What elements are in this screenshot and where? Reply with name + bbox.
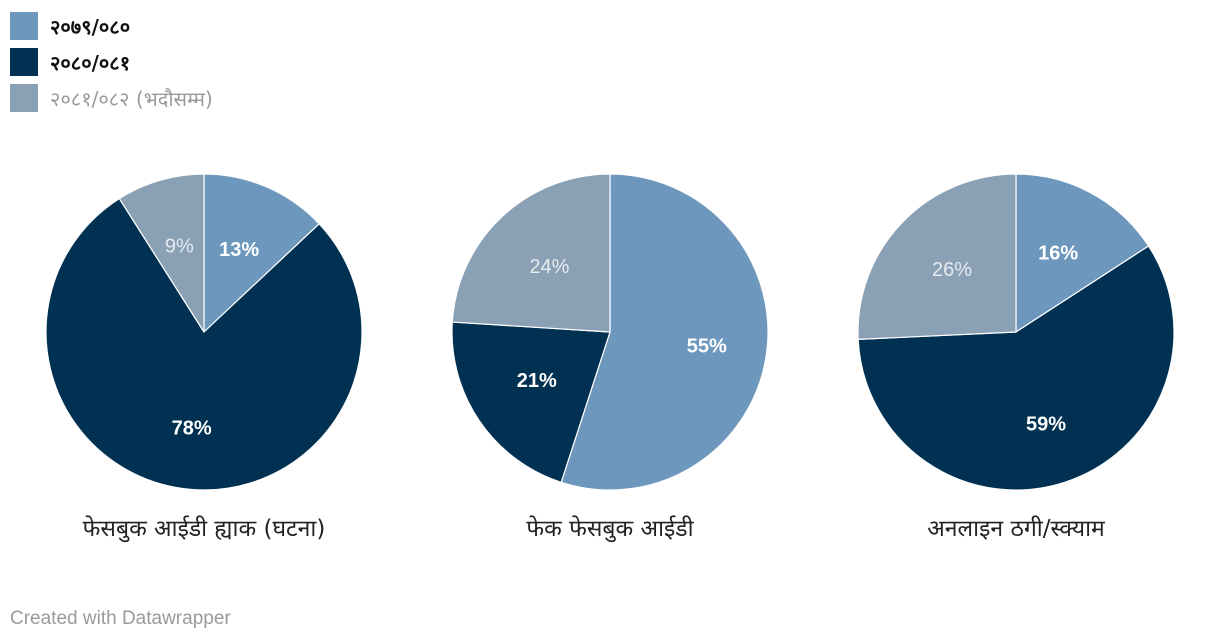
pie-3-label-2081-082: 26% [932,259,972,281]
legend-label-2081-082: २०८१/०८२ (भदौसम्म) [50,86,213,111]
footer-credit[interactable]: Created with Datawrapper [10,608,231,629]
pie-1-label-2080-081: 78% [172,417,212,439]
legend-swatch-2081-082 [10,84,38,112]
pie-chart-2: 55% 21% 24% फेक फेसबुक आईडी [451,173,769,543]
pie-1-label-2081-082: 9% [165,235,194,257]
pie-1-slice-2080-081[interactable] [45,198,363,491]
pie-1-label-2079-080: 13% [219,239,259,261]
pie-3-label-2079-080: 16% [1038,243,1078,265]
pie-2-slice-2081-082[interactable] [451,173,611,333]
pie-2-label-2081-082: 24% [529,256,569,278]
legend-item-2079-080: २०७९/०८० [10,8,213,44]
pie-1-slice-2081-082[interactable] [118,173,205,333]
pie-3-slice-2079-080[interactable] [1015,173,1150,333]
pie-2-title: फेक फेसबुक आईडी [526,515,694,543]
pie-2-slice-2079-080[interactable] [560,173,769,491]
pie-3-slice-2081-082[interactable] [857,173,1017,340]
pie-1-slice-2079-080[interactable] [203,173,320,333]
legend-item-2080-081: २०८०/०८१ [10,44,213,80]
legend-label-2080-081: २०८०/०८१ [50,50,131,75]
pie-chart-1: 13% 78% 9% फेसबुक आईडी ह्याक (घटना) [45,173,363,543]
pie-2-slice-2080-081[interactable] [451,321,611,483]
legend-item-2081-082: २०८१/०८२ (भदौसम्म) [10,80,213,116]
pie-2-label-2080-081: 21% [517,370,557,392]
pie-3-slice-2080-081[interactable] [857,245,1175,491]
pie-3-label-2080-081: 59% [1026,414,1066,436]
chart-legend: २०७९/०८० २०८०/०८१ २०८१/०८२ (भदौसम्म) [10,8,213,116]
pie-3-title: अनलाइन ठगी/स्क्याम [927,515,1106,542]
pie-2-label-2079-080: 55% [687,336,727,358]
pie-chart-3: 16% 59% 26% अनलाइन ठगी/स्क्याम [857,173,1175,542]
pie-1-title: फेसबुक आईडी ह्याक (घटना) [83,515,326,543]
legend-swatch-2080-081 [10,48,38,76]
legend-label-2079-080: २०७९/०८० [50,14,131,39]
legend-swatch-2079-080 [10,12,38,40]
